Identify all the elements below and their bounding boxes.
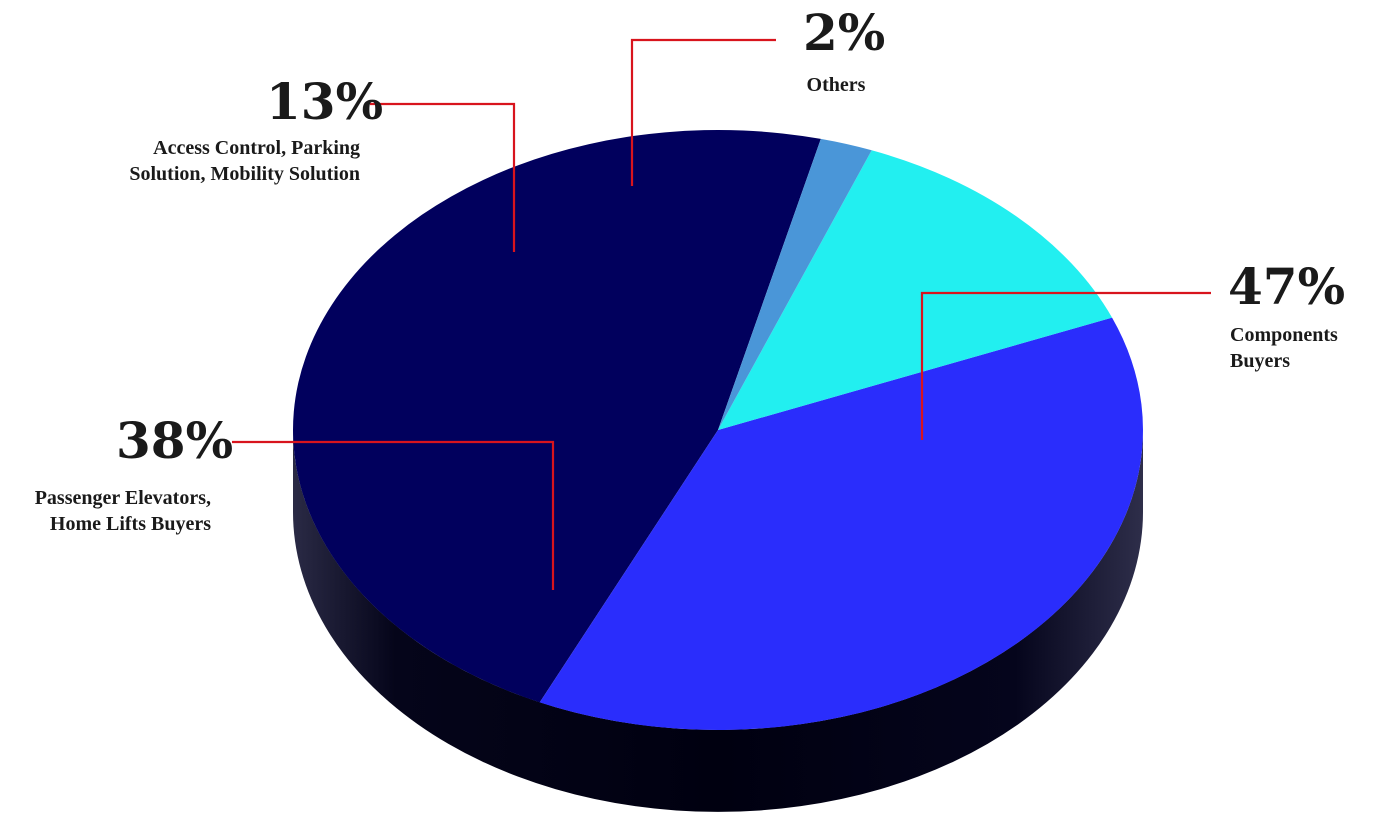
slice-passenger-label-line: Home Lifts Buyers <box>49 513 211 535</box>
pie-slice-passenger-elevators <box>539 317 1143 730</box>
slice-passenger-label: Passenger Elevators, Home Lifts Buyers <box>35 485 211 537</box>
slice-access-label: Access Control, Parking Solution, Mobili… <box>129 135 360 187</box>
pie-side-wall-shape <box>293 430 1143 812</box>
leader-line-passenger <box>232 440 555 590</box>
leader-line-access <box>370 102 516 252</box>
slice-components-label: Components Buyers <box>1230 322 1338 374</box>
slice-access-label-line: Solution, Mobility Solution <box>129 163 360 185</box>
slice-access-value: 13% <box>266 72 384 131</box>
slice-passenger-label-line: Passenger Elevators, <box>34 487 211 509</box>
slice-others-label: Others <box>790 72 882 98</box>
pie-slice-access-control <box>718 150 1113 431</box>
leader-line-components <box>920 291 1211 440</box>
pie-top-face <box>293 129 1143 730</box>
slice-others-value: 2% <box>803 3 886 62</box>
pie-slice-others <box>718 138 872 430</box>
slice-access-label-line: Access Control, Parking <box>153 137 360 159</box>
pie-side-wall <box>293 430 1143 812</box>
slice-passenger-value: 38% <box>116 411 234 470</box>
slice-components-label-line: Components <box>1230 324 1338 346</box>
slice-others-label-line: Others <box>806 74 866 96</box>
leader-line-others <box>630 38 776 186</box>
slice-components-label-line: Buyers <box>1230 350 1290 372</box>
leader-lines <box>232 38 1211 590</box>
slice-components-value: 47% <box>1228 257 1346 316</box>
pie-slice-components-buyers <box>293 129 821 703</box>
